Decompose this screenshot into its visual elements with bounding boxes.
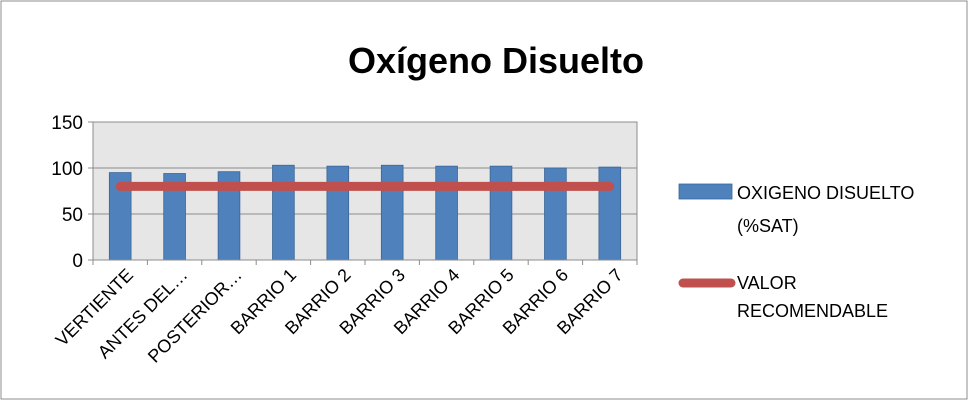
legend-swatch-bar: [678, 183, 733, 200]
bar: [435, 165, 458, 261]
bar: [544, 167, 567, 261]
bar: [380, 164, 404, 261]
y-tick-label: 100: [51, 159, 83, 180]
bar: [326, 165, 350, 261]
y-axis-ticks: 0 50 100 150: [51, 113, 93, 272]
bar: [598, 166, 622, 261]
bar: [489, 165, 513, 261]
legend-label: OXIGENO DISUELTO: [737, 183, 914, 203]
y-tick-label: 150: [51, 113, 83, 134]
y-tick-label: 0: [72, 251, 83, 272]
legend-label: VALOR: [737, 273, 797, 293]
chart-title: Oxígeno Disuelto: [348, 40, 644, 81]
legend-label: RECOMENDABLE: [737, 301, 888, 321]
bar: [272, 164, 295, 261]
legend: OXIGENO DISUELTO (%SAT) VALOR RECOMENDABLE: [678, 183, 914, 321]
legend-label: (%SAT): [737, 216, 799, 236]
y-tick-label: 50: [62, 205, 83, 226]
